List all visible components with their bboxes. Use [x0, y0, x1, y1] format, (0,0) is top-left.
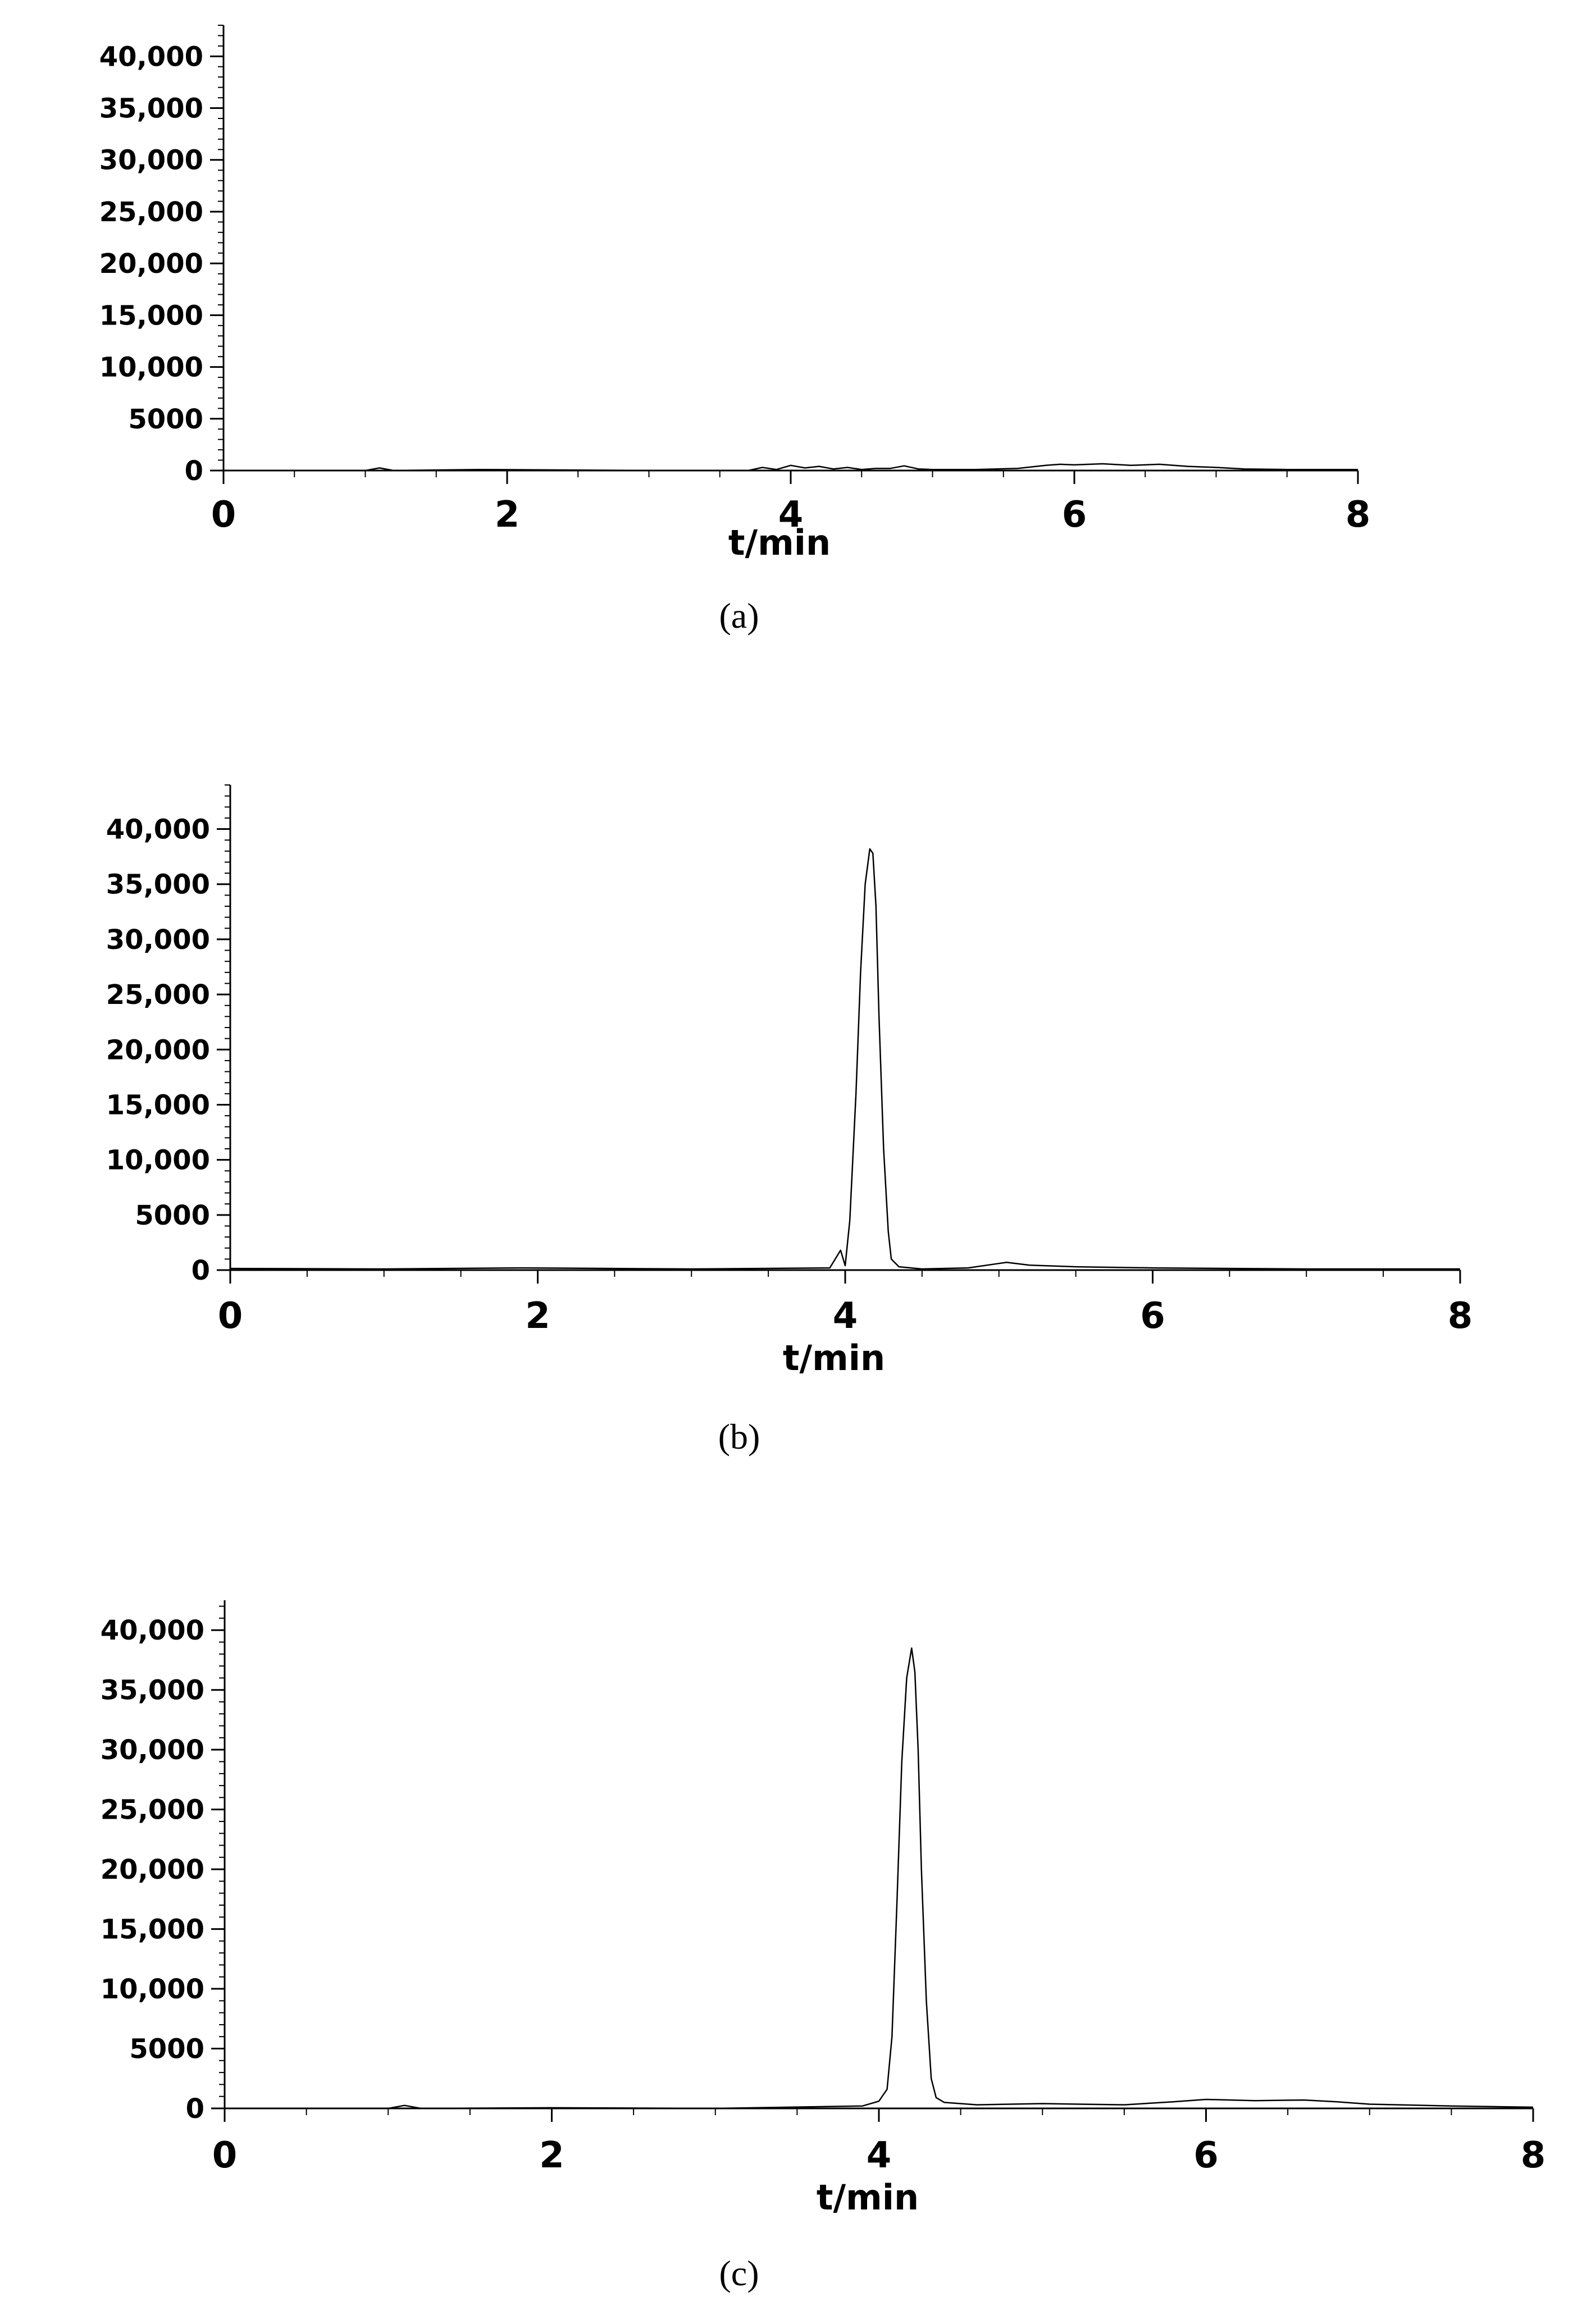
x-tick-label: 0	[211, 494, 236, 536]
y-tick-label: 30,000	[99, 145, 203, 176]
x-tick-label: 4	[778, 494, 804, 536]
y-tick-label: 20,000	[106, 1034, 210, 1066]
x-tick-label: 2	[525, 1295, 550, 1337]
y-tick-label: 20,000	[99, 248, 203, 280]
y-tick-label: 5000	[129, 2034, 204, 2065]
chart-c: 0 5000 10,000 15,000 20,000 25,000 30,000 35,00…	[101, 1600, 1546, 2293]
x-tick-label: 0	[218, 1295, 243, 1337]
y-tick-label: 15,000	[99, 300, 203, 331]
x-tick-label: 6	[1193, 2135, 1219, 2176]
x-tick-label: 6	[1140, 1295, 1165, 1337]
y-tick-label: 40,000	[106, 814, 210, 846]
y-tick-label: 0	[192, 1255, 210, 1286]
x-tick-label: 4	[867, 2135, 892, 2176]
chart-caption: (a)	[719, 596, 759, 636]
x-tick-label: 8	[1521, 2135, 1546, 2176]
y-tick-label: 35,000	[101, 1675, 204, 1706]
y-tick-label: 20,000	[101, 1854, 204, 1885]
x-tick-label: 2	[539, 2135, 564, 2176]
y-tick-label: 10,000	[101, 1974, 204, 2005]
x-axis-title: t/min	[783, 1337, 885, 1378]
y-tick-label: 30,000	[106, 924, 210, 956]
x-axis-title: t/min	[728, 522, 831, 563]
y-tick-label: 35,000	[99, 93, 203, 125]
y-tick-label: 15,000	[106, 1089, 210, 1121]
chart-caption: (c)	[719, 2253, 759, 2293]
y-tick-label: 25,000	[106, 979, 210, 1011]
x-tick-label: 8	[1346, 494, 1371, 536]
y-tick-label: 10,000	[99, 352, 203, 383]
x-tick-label: 8	[1448, 1295, 1473, 1337]
series-line-chromatogram	[224, 463, 1358, 472]
y-tick-label: 35,000	[106, 869, 210, 901]
y-tick-label: 30,000	[101, 1734, 204, 1766]
x-tick-label: 4	[833, 1295, 858, 1337]
y-tick-label: 10,000	[106, 1145, 210, 1176]
y-tick-label: 15,000	[101, 1914, 204, 1946]
series-line-chromatogram	[230, 848, 1460, 1270]
series-line-chromatogram	[225, 1647, 1534, 2110]
y-tick-label: 5000	[128, 404, 203, 435]
chart-b: 0 5000 10,000 15,000 20,000 25,000 30,000 35,00…	[106, 784, 1473, 1457]
y-tick-label: 25,000	[99, 197, 203, 228]
chart-caption: (b)	[718, 1417, 760, 1457]
y-tick-label: 0	[186, 2093, 204, 2125]
y-tick-label: 5000	[135, 1200, 210, 1231]
x-tick-label: 0	[212, 2135, 238, 2176]
y-tick-label: 40,000	[99, 41, 203, 72]
x-axis-title: t/min	[817, 2177, 919, 2218]
chart-a: 0 5000 10,000 15,000 20,000 25,000 30,000 35,00…	[99, 25, 1371, 636]
x-tick-label: 2	[495, 494, 520, 536]
y-tick-label: 25,000	[101, 1795, 204, 1826]
x-tick-label: 6	[1062, 494, 1087, 536]
y-tick-label: 40,000	[101, 1615, 204, 1646]
y-tick-label: 0	[185, 455, 203, 487]
